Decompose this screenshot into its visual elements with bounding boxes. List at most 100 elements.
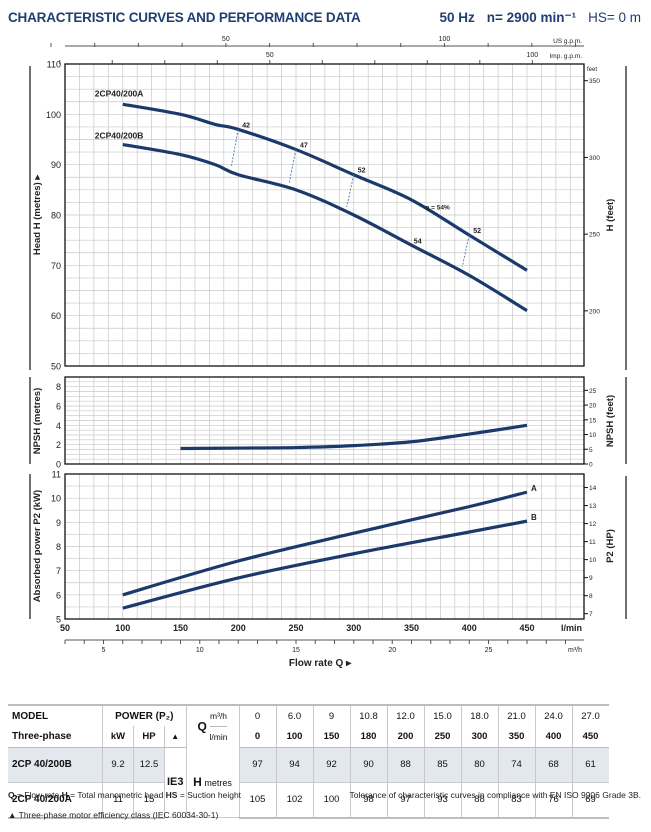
kw-header: kW: [102, 726, 134, 748]
us-gpm-tick-label: 50: [222, 36, 230, 43]
model-name: 2CP 40/200B: [8, 747, 103, 783]
legend-hs: HS: [165, 790, 178, 800]
head-value: 98: [350, 782, 388, 819]
series-label-2cp40-200b: 2CP40/200B: [95, 130, 144, 140]
legend-hs-text: = Suction height: [177, 790, 242, 800]
head-value: 80: [461, 747, 499, 783]
power-hp-tick-label: 7: [589, 611, 593, 618]
legend-h: H: [61, 790, 68, 800]
x-tick-label: 300: [346, 623, 361, 633]
x-tick-label: 450: [519, 623, 534, 633]
m3h-tick-label: 10: [196, 647, 204, 654]
head-y-tick-label: 100: [46, 110, 61, 120]
npsh-y-tick-label: 2: [56, 440, 61, 450]
x-tick-label: 350: [404, 623, 419, 633]
phase-header: Three-phase: [8, 726, 103, 748]
power-hp: 12.5: [133, 747, 165, 783]
q-lmin-cell: 180: [350, 726, 388, 748]
head-value: 83: [498, 782, 536, 819]
power-hp-tick-label: 11: [589, 539, 596, 546]
performance-table: MODEL POWER (P₂) Q m³/h l/min 0 6.0 9 10…: [8, 704, 609, 819]
power-y-tick-label: 8: [56, 542, 61, 552]
imp-gpm-tick-label: 100: [526, 52, 538, 59]
efficiency-label: 47: [300, 143, 308, 150]
x-tick-label: 50: [60, 623, 70, 633]
npsh-feet-tick-label: 5: [589, 447, 593, 454]
q-lmin-cell: 200: [387, 726, 425, 748]
head-value: 88: [387, 747, 425, 783]
q-m3h-cell: 27.0: [581, 710, 600, 722]
q-m3h-cell: 18.0: [461, 705, 499, 727]
q-header: Q m³/h l/min: [186, 705, 240, 747]
head-value: 93: [424, 782, 462, 819]
q-m3h-cell: 0: [239, 705, 277, 727]
lmin-unit: l/min: [209, 732, 228, 742]
head-value: 105: [239, 782, 277, 819]
head-value: 76: [535, 782, 573, 819]
q-lmin-cell: 150: [313, 726, 351, 748]
head-value: 97: [387, 782, 425, 819]
head-feet-tick-label: 200: [589, 308, 600, 315]
power-kw: 9.2: [102, 747, 134, 783]
efficiency-iso-line: [461, 235, 470, 267]
head-feet-tick-label: 350: [589, 78, 600, 85]
npsh-y-tick-label: 6: [56, 402, 61, 412]
npsh-y-axis-label: NPSH (metres): [32, 388, 43, 455]
imp-gpm-unit: Imp. g.p.m.: [549, 53, 582, 60]
efficiency-peak-label: η = 54%: [425, 204, 450, 211]
q-lmin-cell: 100: [276, 726, 314, 748]
series-label-2cp40-200a: 2CP40/200A: [95, 89, 144, 99]
x-tick-label: 400: [462, 623, 477, 633]
x-tick-label: 250: [288, 623, 303, 633]
efficiency-label: 52: [358, 168, 366, 175]
power-curve-b: [122, 519, 528, 610]
efficiency-class: IE3: [164, 747, 187, 818]
us-gpm-tick-label: 100: [439, 36, 451, 43]
head-value: 85: [424, 747, 462, 783]
npsh-y-tick-label: 4: [56, 421, 61, 431]
h-header: H metres: [186, 747, 240, 818]
npsh-feet-axis-label: NPSH (feet): [605, 395, 616, 447]
table-header-row-2: Three-phase kW HP ▲ 0 100 150 180 200 25…: [8, 726, 609, 748]
head-y-tick-label: 70: [51, 261, 61, 271]
q-lmin-cell: 0: [239, 726, 277, 748]
head-value: 68: [535, 747, 573, 783]
x-tick-label: 150: [173, 623, 188, 633]
head-value: 100: [313, 782, 351, 819]
efficiency-iso-line: [230, 129, 239, 167]
power-y-axis-label: Absorbed power P2 (kW): [32, 490, 43, 602]
power-series-label: B: [531, 513, 537, 522]
head-value: 94: [276, 747, 314, 783]
head-value: 92: [313, 747, 351, 783]
q-m3h-cell: 9: [313, 705, 351, 727]
performance-chart: 50 100 US g.p.m.50 100 Imp. g.p.m.5060708090…: [29, 36, 627, 669]
head-value: 97: [239, 747, 277, 783]
head-y-tick-label: 90: [51, 160, 61, 170]
legend-q: Q: [8, 790, 15, 800]
npsh-feet-tick-label: 20: [589, 403, 597, 410]
q-lmin-cell: 250: [424, 726, 462, 748]
power-y-tick-label: 11: [52, 470, 61, 480]
head-value: 88: [461, 782, 499, 819]
x-tick-label: 100: [115, 623, 130, 633]
npsh-feet-tick-label: 15: [589, 417, 597, 424]
head-y-axis-label: Head H (metres) ▸: [32, 174, 43, 255]
head-feet-tick-label: 250: [589, 232, 600, 239]
power-y-tick-label: 7: [56, 566, 61, 576]
npsh-curve: [180, 423, 528, 451]
q-m3h-cell: 15.0: [424, 705, 462, 727]
head-y-tick-label: 50: [51, 362, 61, 372]
power-hp-axis-label: P2 (HP): [605, 529, 616, 563]
power-y-tick-label: 9: [56, 518, 61, 528]
efficiency-label: 54: [414, 238, 422, 245]
legend-h-text: = Total manometric head: [67, 790, 166, 800]
head-value: 102: [276, 782, 314, 819]
q-m3h-cell: 21.0: [498, 705, 536, 727]
power-header: POWER (P₂): [102, 705, 187, 727]
npsh-y-tick-label: 8: [56, 382, 61, 392]
plot-frame: [64, 473, 585, 620]
head-value: 74: [498, 747, 536, 783]
efficiency-iso-line: [288, 149, 297, 184]
header-conditions: 50 Hz n= 2900 min⁻¹ HS= 0 m: [440, 10, 641, 26]
h-symbol: H: [193, 775, 202, 789]
